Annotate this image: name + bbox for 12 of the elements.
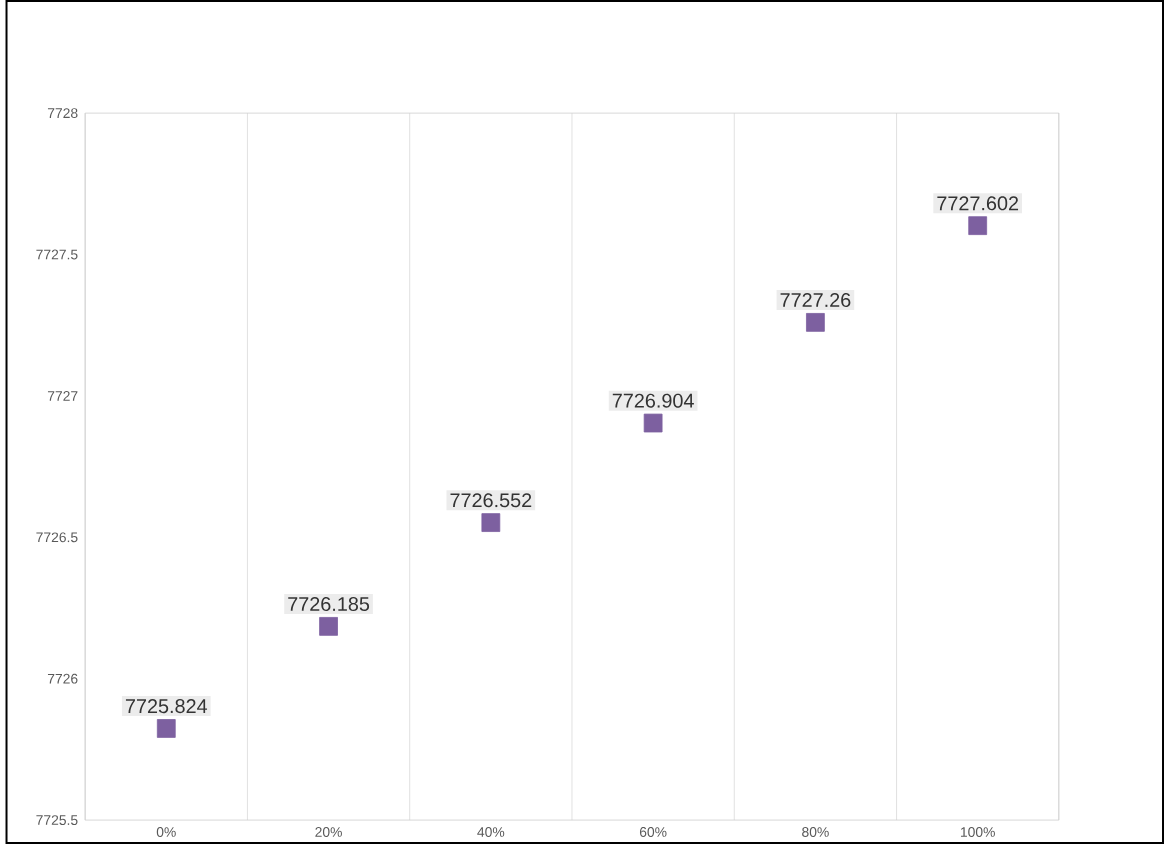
point — [319, 617, 338, 636]
data-label: 7727.26 — [780, 293, 851, 308]
point — [643, 413, 663, 433]
data-label: 7726.185 — [288, 597, 370, 612]
point — [481, 513, 501, 532]
point — [968, 216, 988, 236]
data-label: 7726.552 — [450, 493, 532, 508]
data-label: 7726.904 — [612, 393, 694, 408]
point — [806, 313, 825, 332]
point — [156, 719, 176, 738]
data-label: 7725.824 — [125, 699, 208, 714]
data-label: 7727.602 — [937, 196, 1019, 211]
